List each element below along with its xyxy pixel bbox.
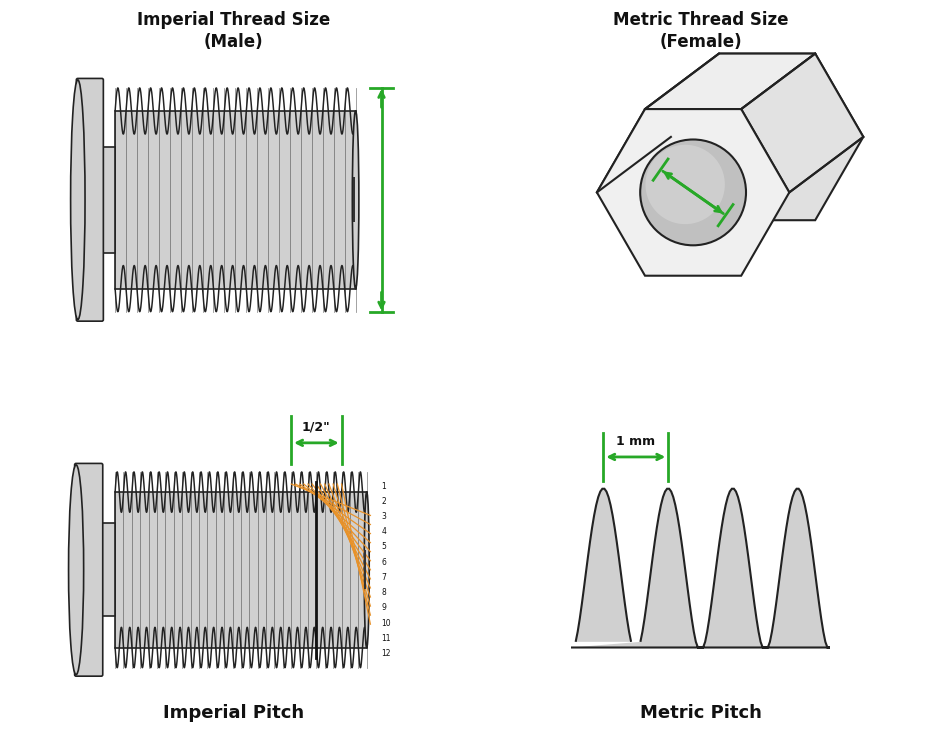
Text: 9: 9 xyxy=(381,603,387,613)
Ellipse shape xyxy=(645,145,725,224)
Text: 3: 3 xyxy=(381,512,387,521)
Text: 2: 2 xyxy=(381,497,387,505)
Polygon shape xyxy=(597,109,789,276)
Polygon shape xyxy=(597,53,719,192)
Text: Imperial Thread Size: Imperial Thread Size xyxy=(137,11,330,29)
Text: Metric Thread Size: Metric Thread Size xyxy=(613,11,788,29)
Text: Imperial Pitch: Imperial Pitch xyxy=(163,704,304,722)
Text: 11: 11 xyxy=(381,634,391,643)
Polygon shape xyxy=(671,53,863,221)
Text: (Male): (Male) xyxy=(204,33,263,51)
Text: 7: 7 xyxy=(381,573,387,582)
Text: 6: 6 xyxy=(381,558,387,567)
Text: 10: 10 xyxy=(381,619,391,628)
Text: 4: 4 xyxy=(381,527,387,536)
Bar xyxy=(101,523,115,616)
Polygon shape xyxy=(645,53,815,109)
Bar xyxy=(115,492,367,648)
Text: 1 mm: 1 mm xyxy=(616,434,656,448)
Bar xyxy=(115,111,356,289)
Text: 5: 5 xyxy=(381,542,387,551)
FancyBboxPatch shape xyxy=(75,463,103,676)
Polygon shape xyxy=(742,53,863,192)
Ellipse shape xyxy=(364,492,369,648)
Ellipse shape xyxy=(352,111,359,289)
Text: 1/2": 1/2" xyxy=(302,420,331,433)
FancyBboxPatch shape xyxy=(77,78,104,321)
Bar xyxy=(102,147,115,253)
Text: (Female): (Female) xyxy=(659,33,742,51)
Text: 8: 8 xyxy=(381,588,387,597)
Ellipse shape xyxy=(640,139,746,246)
Text: 1: 1 xyxy=(381,482,387,491)
Text: Metric Pitch: Metric Pitch xyxy=(640,704,761,722)
Text: 12: 12 xyxy=(381,649,391,658)
Ellipse shape xyxy=(71,80,85,320)
Ellipse shape xyxy=(68,465,84,675)
